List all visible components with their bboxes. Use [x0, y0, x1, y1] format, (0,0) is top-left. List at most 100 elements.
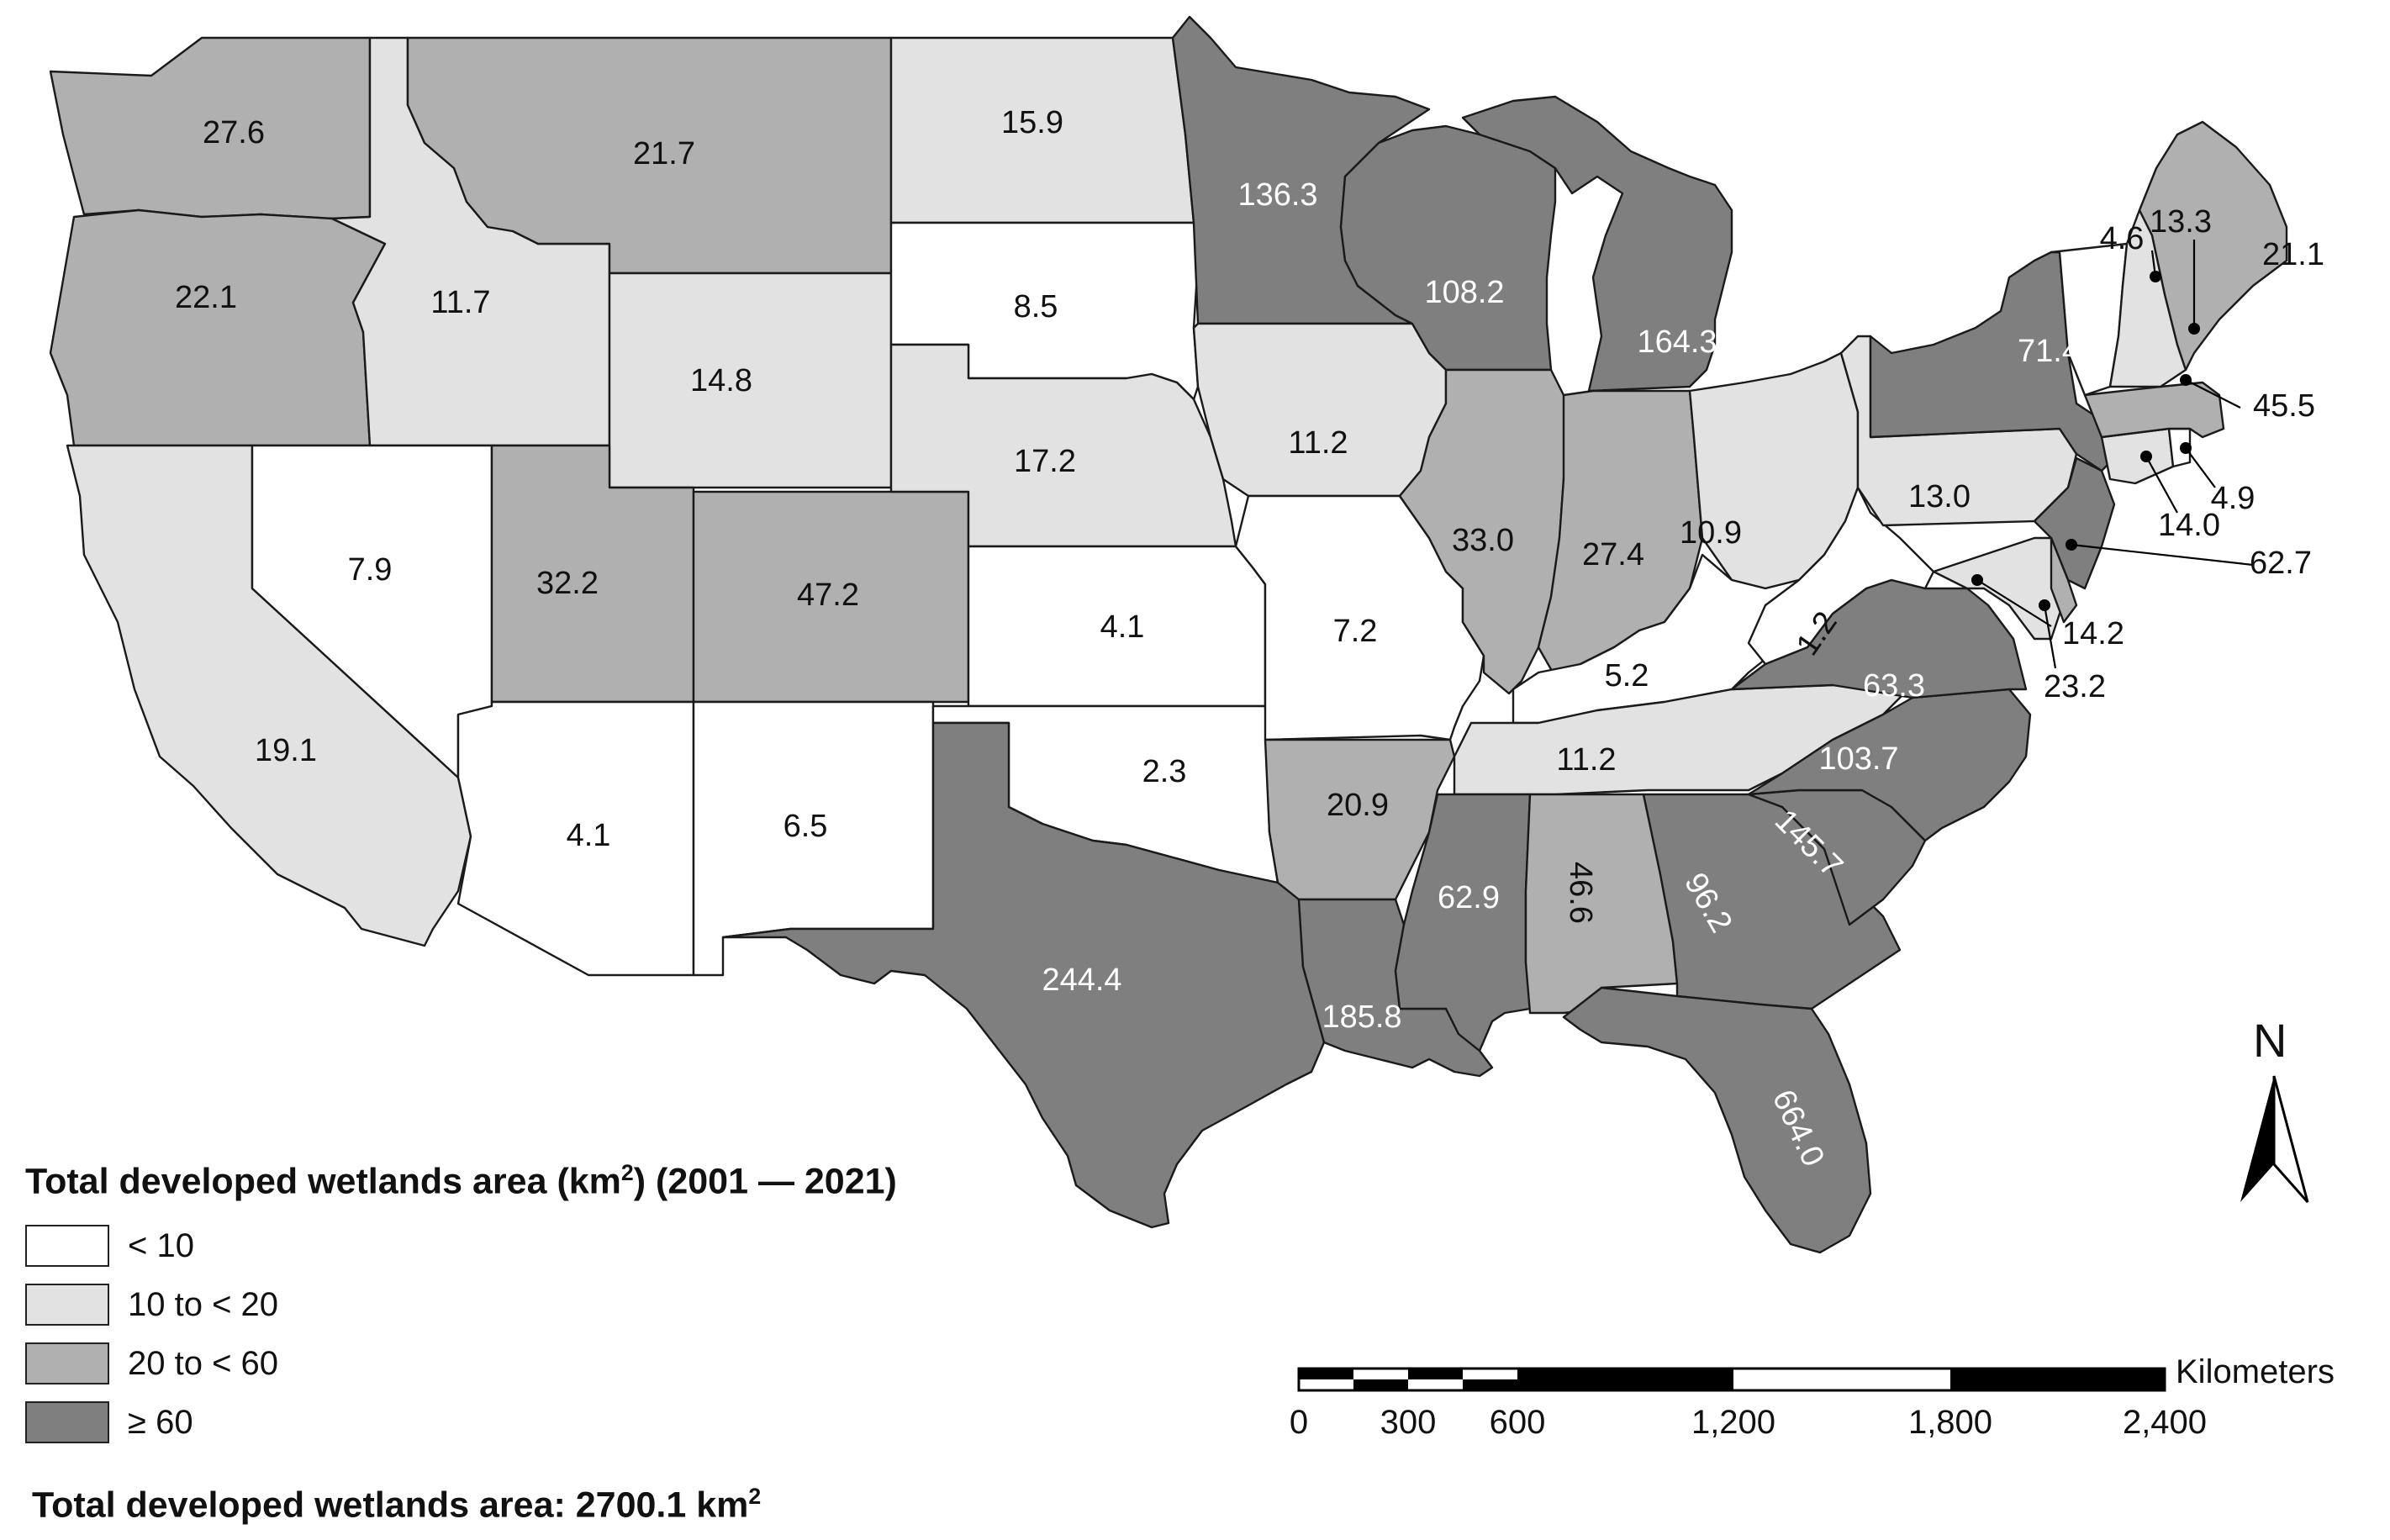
value-label-utah: 32.2 — [536, 566, 599, 601]
leader-dot-massachusetts — [2180, 374, 2192, 386]
value-label-illinois: 33.0 — [1452, 523, 1514, 558]
state-value-labels: 27.6 22.1 19.1 11.7 7.9 21.7 14.8 32.2 4.1 47.2 6.… — [175, 105, 2324, 1172]
scale-tick: 600 — [1489, 1404, 1546, 1441]
value-label-north-carolina: 103.7 — [1818, 741, 1898, 777]
state-arizona — [456, 700, 695, 977]
value-label-north-dakota: 15.9 — [1001, 105, 1063, 140]
legend-label: ≥ 60 — [128, 1403, 193, 1441]
value-label-wisconsin: 108.2 — [1424, 275, 1504, 310]
value-label-washington: 27.6 — [203, 115, 265, 150]
leader-dot-delaware — [2039, 599, 2050, 611]
north-arrow-icon — [2240, 1075, 2309, 1203]
value-label-vermont: 4.6 — [2100, 221, 2145, 256]
legend-swatch — [25, 1225, 109, 1268]
leader-line-maryland — [1976, 579, 2052, 627]
value-label-california: 19.1 — [255, 733, 317, 768]
value-label-montana: 21.7 — [633, 136, 695, 171]
state-west-virginia — [1747, 486, 1935, 666]
value-label-new-mexico: 6.5 — [783, 809, 828, 844]
value-label-rhode-island: 4.9 — [2211, 481, 2255, 516]
leader-line-delaware — [2043, 604, 2057, 669]
state-oregon — [49, 208, 387, 447]
leader-line-connecticut — [2145, 456, 2178, 514]
value-label-mississippi: 62.9 — [1438, 880, 1500, 915]
value-label-indiana: 27.4 — [1582, 537, 1644, 572]
value-label-kentucky: 5.2 — [1605, 658, 1649, 694]
scale-tick: 0 — [1289, 1404, 1309, 1441]
legend: Total developed wetlands area (km2) (200… — [25, 1160, 897, 1446]
value-label-pennsylvania: 13.0 — [1908, 479, 1971, 514]
legend-item: < 10 — [25, 1222, 897, 1269]
value-label-kansas: 4.1 — [1100, 609, 1145, 645]
state-florida — [1562, 986, 1872, 1254]
scale-tick: 1,200 — [1691, 1404, 1776, 1441]
legend-item: 10 to < 20 — [25, 1281, 897, 1328]
leader-line-rhode-island — [2185, 447, 2216, 488]
value-label-minnesota: 136.3 — [1237, 177, 1317, 213]
value-label-nebraska: 17.2 — [1014, 444, 1076, 479]
leader-lines — [1971, 240, 2254, 669]
value-label-missouri: 7.2 — [1333, 614, 1378, 649]
value-label-delaware: 23.2 — [2044, 669, 2106, 704]
value-label-new-york: 71.4 — [2018, 334, 2080, 369]
leader-dot-maryland — [1971, 574, 1983, 586]
value-label-iowa: 11.2 — [1288, 425, 1348, 461]
value-label-tennessee: 11.2 — [1556, 742, 1616, 778]
scale-tick: 300 — [1380, 1404, 1437, 1441]
value-label-arkansas: 20.9 — [1327, 788, 1389, 823]
scale-tick: 2,400 — [2122, 1404, 2208, 1441]
legend-item: 20 to < 60 — [25, 1340, 897, 1387]
value-label-massachusetts: 45.5 — [2253, 388, 2315, 424]
legend-label: 20 to < 60 — [128, 1344, 279, 1382]
state-michigan — [1461, 95, 1733, 393]
value-label-oregon: 22.1 — [175, 280, 237, 315]
north-label: N — [2253, 1014, 2287, 1067]
value-label-oklahoma: 2.3 — [1142, 754, 1187, 789]
value-label-texas: 244.4 — [1042, 962, 1121, 998]
legend-swatch — [25, 1342, 109, 1385]
value-label-maine: 21.1 — [2262, 237, 2324, 272]
leader-line-massachusetts — [2185, 379, 2241, 409]
value-label-new-jersey: 62.7 — [2250, 546, 2312, 581]
value-label-michigan: 164.3 — [1637, 324, 1717, 360]
value-label-colorado: 47.2 — [797, 578, 859, 613]
state-maine — [2138, 120, 2288, 372]
value-label-idaho: 11.7 — [430, 285, 490, 320]
leader-dot-rhode-island — [2180, 442, 2192, 454]
state-arkansas — [1264, 738, 1456, 901]
value-label-ohio: 10.9 — [1680, 515, 1742, 551]
leader-dot-new-hampshire — [2188, 323, 2200, 335]
value-label-south-dakota: 8.5 — [1014, 289, 1058, 324]
leader-dot-new-jersey — [2066, 539, 2077, 551]
value-label-virginia: 63.3 — [1863, 668, 1925, 704]
states-layer — [49, 15, 2288, 1254]
leader-line-new-jersey — [2071, 543, 2254, 567]
state-delaware — [2050, 536, 2078, 624]
state-new-jersey — [2033, 456, 2116, 590]
scale-unit-label: Kilometers — [2176, 1353, 2335, 1390]
legend-swatch — [25, 1284, 109, 1326]
leader-dot-connecticut — [2140, 451, 2152, 462]
value-label-connecticut: 14.0 — [2158, 508, 2220, 543]
state-iowa — [1192, 322, 1448, 498]
state-connecticut — [2100, 427, 2175, 485]
value-label-arizona: 4.1 — [567, 818, 611, 853]
legend-item: ≥ 60 — [25, 1399, 897, 1446]
scale-bar — [1297, 1367, 2166, 1392]
leader-dot-vermont — [2150, 271, 2161, 282]
legend-swatch — [25, 1401, 109, 1444]
state-texas — [721, 721, 1326, 1229]
value-label-nevada: 7.9 — [348, 552, 393, 588]
legend-label: < 10 — [128, 1226, 194, 1264]
scale-tick: 1,800 — [1907, 1404, 1993, 1441]
value-label-alabama: 46.6 — [1563, 862, 1598, 924]
state-massachusetts — [2083, 381, 2225, 439]
legend-title: Total developed wetlands area (km2) (200… — [25, 1160, 897, 1202]
value-label-wyoming: 14.8 — [690, 363, 752, 398]
state-maryland — [1932, 536, 2070, 641]
value-label-louisiana: 185.8 — [1322, 999, 1401, 1035]
value-label-new-hampshire: 13.3 — [2150, 204, 2212, 240]
legend-label: 10 to < 20 — [128, 1285, 279, 1323]
total-area-caption: Total developed wetlands area: 2700.1 km… — [32, 1484, 762, 1526]
